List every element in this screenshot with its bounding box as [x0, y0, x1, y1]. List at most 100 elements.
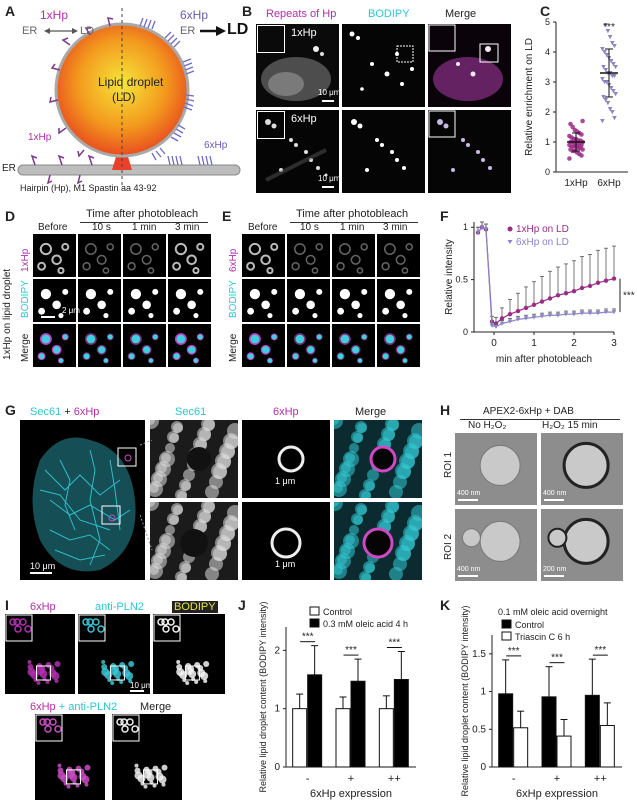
micro-merge-core [83, 353, 90, 360]
f-point-6xhp [611, 310, 617, 315]
b-row-label-1xhp: 1xHp [291, 27, 317, 39]
f-point-1xhp [587, 283, 593, 289]
d-side-label: 1xHp on lipid droplet [2, 268, 13, 360]
g-zoom-r0-c0-svg [150, 420, 238, 498]
bar-y-tick-label: 1.5 [472, 649, 486, 660]
bar-y-tick-label: 0 [480, 762, 486, 773]
grid-cell-r2-c1-svg [78, 324, 121, 367]
micro-dot [337, 307, 345, 315]
g-sec61-blob [177, 573, 187, 580]
g-merge-blob [367, 469, 379, 481]
f-y-tick-label: 0.5 [455, 275, 468, 285]
g-title-6xhp: 6xHp [73, 406, 100, 418]
grid-cell-r0-c1-svg [78, 234, 121, 277]
g-zoom-connectors [140, 440, 153, 551]
d-scale-label: 2 μm [62, 306, 80, 315]
f-point-6xhp [475, 230, 481, 235]
b-scalebar-1 [322, 100, 334, 102]
i-image-1-svg [78, 614, 150, 694]
g-zoom-r0-c0 [150, 420, 238, 498]
g-merge-blob [365, 481, 375, 491]
g-sec61-blob [199, 429, 211, 441]
e-col-1min: 1 min [340, 222, 365, 233]
g-zoom-grid [150, 420, 422, 580]
i-spot [152, 783, 157, 788]
micro-bg [168, 279, 211, 322]
i-roi-box [36, 665, 51, 681]
g-merge-blob [387, 420, 399, 431]
g-sec61-blob [150, 502, 159, 511]
grid-cell-r1-c3-svg [377, 279, 420, 322]
e-header-rule [290, 222, 418, 223]
bar-significance: *** [302, 632, 314, 643]
grid-cell-r1-c0 [242, 279, 285, 322]
h-em-scalebar [458, 575, 478, 577]
micro-merge-core [152, 334, 158, 340]
micro-dot [58, 312, 64, 319]
chart-j-svg: 0 1 2 Relative lipid droplet content (BODIP… [258, 602, 416, 800]
micro-dot [128, 307, 136, 315]
micro-merge-core [247, 353, 254, 360]
grid-cell-r1-c0-svg [242, 279, 285, 322]
c-point-6xhp [603, 68, 608, 73]
h-em-droplet [562, 441, 610, 489]
i-combined-plus: + [55, 701, 69, 713]
micro-dot [402, 312, 408, 319]
bar-a [378, 708, 394, 768]
f-y-tick-label: 0 [463, 327, 468, 337]
grid-cell-r1-c2 [332, 279, 375, 322]
c-y-tick-label: 4 [545, 47, 550, 57]
micro-ring [141, 254, 152, 265]
micro-dot [292, 307, 300, 315]
i-inset-ring [116, 718, 124, 726]
f-point-1xhp [531, 302, 537, 307]
i-spot [197, 669, 206, 677]
micro-dot [294, 288, 306, 300]
micro-bg [242, 279, 285, 322]
h-em-grid: 400 nm 400 nm 400 nm 200 nm [455, 433, 625, 581]
bar-y-tick-label: 1 [480, 687, 486, 698]
chart-f: 0 0.5 1 0 1 2 3 min after photobleach Relative i… [440, 210, 637, 385]
bar-legend-swatch [501, 631, 512, 641]
bar-legend-label: Control [323, 607, 352, 617]
panel-label-b: B [242, 3, 253, 19]
g-sec61-blob [225, 435, 238, 449]
label-1xhp-bottom: 1xHp [28, 132, 52, 143]
micro-ring [338, 243, 351, 255]
bar-significance: *** [508, 646, 520, 657]
g-sec61-blob [173, 423, 183, 433]
micro-dot [83, 307, 91, 315]
micro-ring [84, 243, 97, 255]
grid-cell-r1-c1 [78, 279, 121, 322]
c-point-1xhp [567, 133, 572, 139]
g-zoom-r1-c1 [242, 502, 330, 580]
panel-label-d: D [5, 208, 16, 224]
micro-merge-core [402, 358, 408, 363]
f-significance: *** [623, 290, 635, 301]
c-point-6xhp [612, 44, 617, 49]
micro-dot [107, 288, 114, 295]
micro-ring [57, 266, 65, 275]
micro-dot [357, 312, 363, 319]
micro-dot [148, 312, 154, 319]
i-inset-ring [172, 625, 180, 633]
g-zoom-r0-c2 [334, 420, 422, 498]
d-col-3min: 3 min [175, 222, 200, 233]
i-inset-ring [39, 718, 47, 726]
micro-merge-core [142, 346, 151, 354]
grid-cell-r1-c1 [287, 279, 330, 322]
micro-merge-core [250, 334, 260, 344]
h-em-droplet-small [547, 527, 568, 548]
micro-ring [291, 262, 300, 271]
f-point-6xhp [539, 314, 545, 319]
d-row-label-1xhp: 1xHp [20, 248, 31, 272]
b-col-header-merge: Merge [445, 8, 477, 20]
micro-bg [33, 279, 76, 322]
micro-dot [261, 300, 270, 310]
i-spot [27, 660, 32, 664]
b-col-header-hp: Repeats of Hp [266, 8, 337, 20]
g-overview-image: 10 μm [20, 420, 145, 580]
f-legend-marker [507, 226, 513, 232]
grid-cell-r2-c1 [78, 324, 121, 367]
micro-bg [332, 279, 375, 322]
